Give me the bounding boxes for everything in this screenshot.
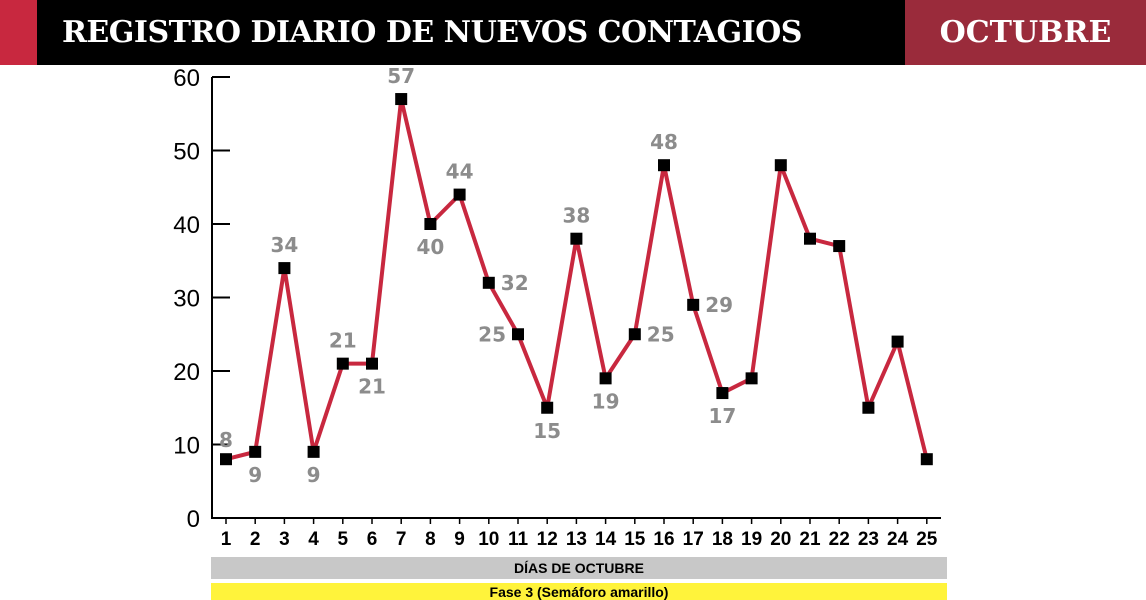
data-point <box>366 357 378 370</box>
data-point <box>512 328 524 341</box>
x-tick-label: 9 <box>454 529 465 550</box>
data-label: 8 <box>219 428 233 452</box>
data-label: 57 <box>387 64 415 88</box>
x-tick-label: 22 <box>829 529 850 550</box>
y-tick-label: 50 <box>173 139 200 166</box>
data-point <box>628 328 641 341</box>
chart-title: REGISTRO DIARIO DE NUEVOS CONTAGIOS <box>62 15 802 50</box>
data-point <box>249 445 262 458</box>
x-tick-label: 18 <box>712 529 733 550</box>
x-tick-label: 23 <box>858 529 879 550</box>
phase-annotation: Fase 3 (Semáforo amarillo) <box>211 583 947 600</box>
data-label: 25 <box>478 322 506 346</box>
data-point <box>541 401 554 414</box>
x-tick-label: 1 <box>221 529 232 550</box>
x-tick-label: 2 <box>250 529 261 550</box>
data-point <box>336 357 349 370</box>
data-label: 15 <box>533 419 561 443</box>
data-label: 32 <box>501 271 529 295</box>
data-point <box>862 401 875 414</box>
data-point <box>395 93 408 106</box>
data-point <box>774 159 787 172</box>
x-tick-label: 11 <box>508 529 529 550</box>
x-tick-label: 8 <box>425 529 436 550</box>
x-tick-label: 3 <box>279 529 290 550</box>
data-point <box>307 445 320 458</box>
x-tick-label: 13 <box>566 529 587 550</box>
header: REGISTRO DIARIO DE NUEVOS CONTAGIOS OCTU… <box>0 0 1146 65</box>
x-tick-label: 7 <box>396 529 407 550</box>
x-tick-label: 5 <box>338 529 349 550</box>
x-tick-label: 16 <box>653 529 674 550</box>
data-point <box>453 188 466 201</box>
data-point <box>599 372 612 385</box>
data-point <box>745 372 758 385</box>
data-label: 44 <box>446 160 474 184</box>
x-tick-label: 6 <box>367 529 378 550</box>
x-tick-label: 4 <box>308 529 319 550</box>
data-label: 25 <box>647 322 675 346</box>
data-label: 9 <box>307 463 321 487</box>
data-label: 29 <box>705 293 733 317</box>
data-label: 34 <box>270 233 298 257</box>
y-tick-label: 40 <box>173 212 200 239</box>
data-point <box>833 240 846 253</box>
data-label: 17 <box>708 404 736 428</box>
data-label: 21 <box>358 375 386 399</box>
data-label: 9 <box>248 463 262 487</box>
x-tick-label: 21 <box>799 529 821 550</box>
data-point <box>658 159 670 172</box>
data-point <box>220 453 232 466</box>
x-tick-label: 17 <box>683 529 704 550</box>
x-tick-label: 12 <box>537 529 558 550</box>
data-label: 48 <box>650 130 678 154</box>
y-tick-label: 60 <box>173 65 200 92</box>
data-point <box>716 387 729 400</box>
data-point <box>891 335 904 348</box>
data-label: 19 <box>592 389 620 413</box>
x-tick-label: 24 <box>887 529 909 550</box>
data-point <box>570 232 583 245</box>
data-label: 21 <box>329 329 357 353</box>
data-point <box>424 218 437 230</box>
y-tick-label: 20 <box>173 359 200 386</box>
x-tick-label: 15 <box>624 529 646 550</box>
y-tick-label: 10 <box>173 433 200 460</box>
data-point <box>804 232 816 245</box>
data-point <box>687 298 700 311</box>
y-tick-label: 0 <box>187 506 200 533</box>
x-tick-label: 20 <box>770 529 791 550</box>
data-label: 38 <box>562 204 590 228</box>
series-line <box>225 97 929 462</box>
x-tick-label: 14 <box>595 529 617 550</box>
header-accent <box>0 0 37 65</box>
y-tick-label: 30 <box>173 286 200 313</box>
data-point <box>482 276 495 289</box>
x-axis-label: DÍAS DE OCTUBRE <box>211 557 947 579</box>
data-point <box>278 262 291 275</box>
data-label: 40 <box>416 235 444 259</box>
x-tick-label: 10 <box>478 529 499 550</box>
month-badge: OCTUBRE <box>905 0 1146 65</box>
x-tick-label: 25 <box>916 529 938 550</box>
x-tick-label: 19 <box>741 529 762 550</box>
data-point <box>920 453 933 466</box>
